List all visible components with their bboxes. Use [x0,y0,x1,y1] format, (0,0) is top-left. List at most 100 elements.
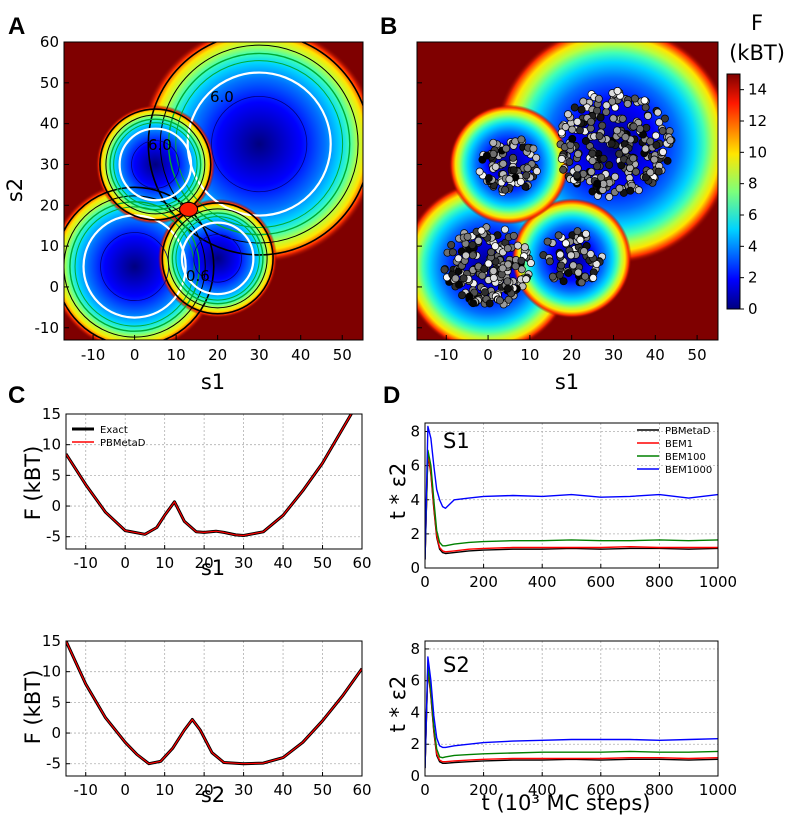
contour-line [131,140,180,189]
panel-a-xlabel: s1 [201,370,225,394]
y-tick-label: 60 [40,33,59,51]
x-tick-label: 600 [586,573,615,591]
sample-point [482,151,491,160]
sample-point [532,167,541,176]
x-tick-label: 0 [483,346,493,364]
sample-point [621,146,630,155]
sample-point [517,265,526,274]
sample-point [593,179,602,188]
sample-point [555,271,564,279]
y-tick-label: 2 [410,735,420,753]
x-tick-label: 1000 [699,781,737,799]
sample-point [652,141,661,150]
x-tick-label: 50 [313,781,332,799]
contour-line [167,52,351,236]
sample-point [611,172,620,181]
panel-b-points [440,87,676,309]
sample-point [644,112,652,120]
sample-point [607,139,616,148]
y-tick-label: 10 [42,436,61,454]
contour-line [161,202,274,315]
sample-point [489,273,498,282]
sample-point [575,126,584,135]
series-line-bem100 [425,664,718,769]
sample-point [481,288,489,297]
contour-line [113,122,198,207]
contour-line [64,186,215,340]
sample-point [511,262,520,271]
sample-point [663,156,672,165]
series-line-bem100 [425,449,718,560]
panel-c-bottom-plot: -10 0 10 20 30 40 50 60 -5 0 5 10 15 s2 F (kBT) [21,632,372,807]
contour-line [105,114,206,215]
sample-point [579,97,588,106]
sample-point [529,144,538,153]
panel-c-top-ylabel: F (kBT) [21,446,45,521]
sample-point [475,167,484,176]
colorbar-tick-label: 4 [748,237,758,255]
x-tick-label: 10 [520,346,539,364]
legend-label: BEM100 [665,452,706,463]
x-tick-label: 10 [155,554,174,572]
y-tick-label: 5 [51,466,61,484]
panel-b-axes: -10 0 10 20 30 40 50 [417,41,707,364]
colorbar-tick-label: 12 [748,112,767,130]
legend-label: PBMetaD [665,426,711,437]
sample-point [641,144,650,153]
sample-point [608,97,617,106]
x-tick-label: 50 [333,346,352,364]
sample-point [568,134,577,143]
x-tick-label: 400 [528,781,557,799]
panel-d-top-annotation: S1 [443,429,470,453]
sample-point [526,259,535,268]
x-tick-label: 1000 [699,573,737,591]
panel-b-sampling-map: -10 0 10 20 30 40 50 s1 [416,41,719,394]
contour-label: 6.0 [210,88,234,106]
sample-point [594,94,603,103]
legend-label: PBMetaD [100,438,146,449]
sample-point [504,260,512,269]
x-tick-label: 20 [195,554,214,572]
basin-3 [448,104,569,225]
x-tick-label: 10 [155,781,174,799]
x-tick-label: 800 [645,781,674,799]
y-tick-label: 20 [40,196,59,214]
contour-line [175,216,260,301]
colorbar-tick-label: 0 [748,300,758,318]
y-tick-label: 15 [42,405,61,423]
sample-point [598,121,607,130]
plot-area [66,414,362,549]
y-tick-label: 6 [410,672,420,690]
sample-point [658,126,667,135]
panel-d-xlabel: t (10³ MC steps) [482,791,651,815]
x-tick-label: 800 [645,573,674,591]
contour-label: 0.6 [186,267,210,285]
series-group [425,656,718,769]
series-group [66,641,362,766]
plot-frame [424,640,719,777]
contour-line [118,127,193,202]
sample-point [618,114,627,123]
sample-point [587,117,596,126]
sample-point [561,239,570,248]
sample-point [451,274,460,283]
sample-point [593,162,602,171]
sample-point [556,250,565,259]
sample-point [573,117,582,126]
sample-point [484,174,493,183]
contour-line [180,221,255,296]
panel-d-top-ylabel: t * ε2 [386,463,410,520]
x-tick-label: -10 [434,346,459,364]
sample-point [478,271,487,280]
contour-line [74,206,195,327]
colorbar-tick-label: 8 [748,175,758,193]
x-tick-label: -10 [81,346,106,364]
sample-point [581,272,590,281]
panel-c-top-xlabel: s1 [201,556,225,580]
plot-area [425,641,718,776]
colorbar-ticks: 0 2 4 6 8 10 12 14 [740,81,767,318]
x-tick-label: 40 [646,346,665,364]
sample-point [629,122,638,131]
sample-point [573,227,582,236]
